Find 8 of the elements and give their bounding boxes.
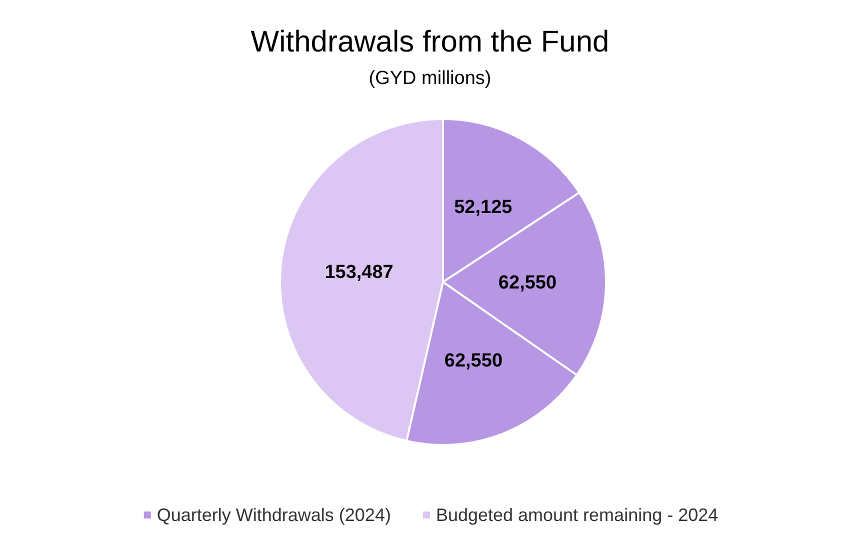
data-label: 153,487 (324, 262, 394, 283)
chart-title: Withdrawals from the Fund (250, 26, 610, 58)
legend-label: Budgeted amount remaining - 2024 (436, 505, 718, 525)
legend-label: Quarterly Withdrawals (2024) (156, 505, 391, 525)
data-label: 52,125 (454, 197, 513, 218)
data-label: 62,550 (444, 350, 503, 372)
data-label: 62,550 (498, 272, 557, 294)
chart-subtitle: (GYD millions) (368, 68, 492, 89)
